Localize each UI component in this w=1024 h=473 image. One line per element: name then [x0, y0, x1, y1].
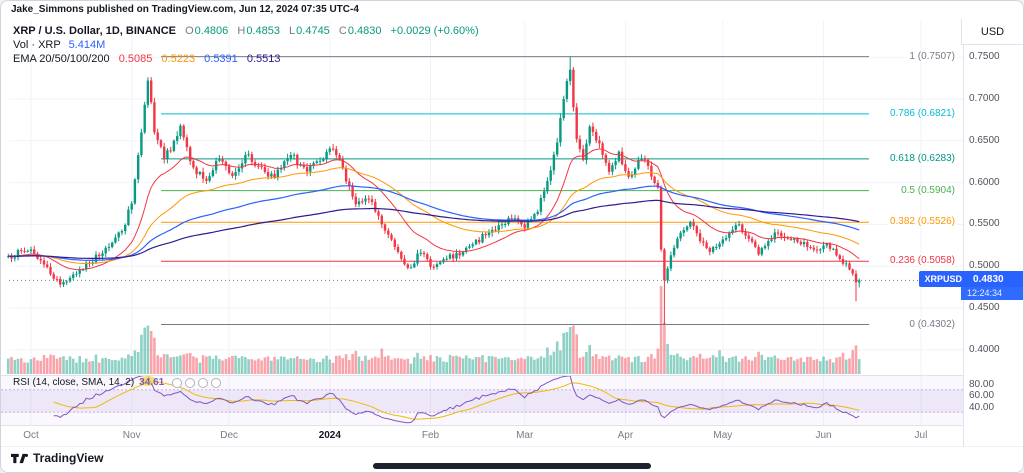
chart-legend: XRP / U.S. Dollar, 1D, BINANCE O0.4806 H… [13, 24, 479, 66]
badge-price: 0.4830 [967, 271, 1023, 288]
time-tick[interactable]: May [713, 430, 733, 441]
open-label: O [185, 25, 194, 37]
time-axis[interactable]: Oct Nov Dec 2024 Feb Mar Apr May Jun Jul [1, 425, 963, 446]
rsi-label: RSI (14, close, SMA, 14, 2) [13, 377, 135, 388]
symbol-legend-row[interactable]: XRP / U.S. Dollar, 1D, BINANCE O0.4806 H… [13, 24, 479, 38]
indicator-action-icon[interactable] [198, 377, 209, 388]
low-value: 0.4745 [296, 25, 330, 37]
indicator-action-icon[interactable] [172, 377, 183, 388]
price-tick[interactable]: 0.6000 [969, 176, 1000, 188]
ema50-value: 0.5223 [161, 53, 196, 65]
high-label: H [237, 25, 246, 37]
price-tick[interactable]: 0.5000 [969, 260, 1000, 272]
ema200-value: 0.5513 [246, 53, 281, 65]
price-tick[interactable]: 0.5500 [969, 218, 1000, 230]
change-value: +0.0029 (+0.60%) [390, 25, 479, 37]
currency-toggle-button[interactable]: USD [961, 19, 1023, 45]
rsi-value: 34.61 [139, 377, 165, 388]
price-tick[interactable]: 0.6500 [969, 134, 1000, 146]
time-tick[interactable]: Jun [815, 430, 832, 441]
close-label: C [338, 25, 347, 37]
rsi-tick[interactable]: 80.00 [969, 379, 995, 391]
price-tick[interactable]: 0.7500 [969, 51, 1000, 63]
volume-legend-row[interactable]: Vol · XRP 5.414M [13, 38, 479, 52]
last-price-badge[interactable]: XRPUSD 0.4830 12:24:34 [919, 271, 1023, 301]
volume-label: Vol · XRP [13, 39, 61, 51]
indicator-action-icon[interactable] [185, 377, 196, 388]
ema20-value: 0.5085 [118, 53, 153, 65]
rsi-tick[interactable]: 40.00 [969, 401, 995, 413]
time-tick[interactable]: Apr [617, 430, 634, 441]
time-tick[interactable]: Jul [914, 430, 928, 441]
price-tick[interactable]: 0.7000 [969, 92, 1000, 104]
symbol-title: XRP / U.S. Dollar, 1D, BINANCE [13, 25, 177, 37]
indicator-action-icon[interactable] [211, 377, 222, 388]
time-tick[interactable]: Oct [23, 430, 39, 441]
close-value: 0.4830 [347, 25, 382, 37]
ema-legend-row[interactable]: EMA 20/50/100/200 0.5085 0.5223 0.5391 0… [13, 52, 479, 66]
time-tick[interactable]: Dec [220, 430, 239, 441]
time-tick[interactable]: Mar [516, 430, 534, 441]
badge-countdown: 12:24:34 [961, 287, 1023, 301]
rsi-legend-row[interactable]: RSI (14, close, SMA, 14, 2) 34.61 [13, 377, 222, 388]
time-tick[interactable]: 2024 [318, 430, 341, 441]
tradingview-logo-text: TradingView [33, 451, 104, 465]
time-tick[interactable]: Nov [122, 430, 141, 441]
volume-value: 5.414M [68, 39, 106, 51]
rsi-action-icons [172, 377, 222, 388]
high-value: 0.4853 [246, 25, 280, 37]
tradingview-logo[interactable]: TradingView [11, 451, 103, 465]
price-tick[interactable]: 0.4500 [969, 301, 1000, 313]
rsi-tick[interactable]: 60.00 [969, 390, 995, 402]
tradingview-logo-icon [11, 453, 28, 464]
price-scale[interactable]: 0.7500 0.7000 0.6500 0.6000 0.5500 0.5000 0.45… [965, 1, 1023, 446]
low-label: L [289, 25, 296, 37]
ema100-value: 0.5391 [204, 53, 238, 65]
open-value: 0.4806 [194, 25, 229, 37]
time-tick[interactable]: Feb [421, 430, 440, 441]
price-tick[interactable]: 0.4000 [969, 343, 1000, 355]
badge-symbol: XRPUSD [919, 271, 967, 288]
home-indicator-bar [373, 463, 651, 469]
published-line: Jake_Simmons published on TradingView.co… [11, 4, 359, 15]
ema-label: EMA 20/50/100/200 [13, 53, 110, 65]
